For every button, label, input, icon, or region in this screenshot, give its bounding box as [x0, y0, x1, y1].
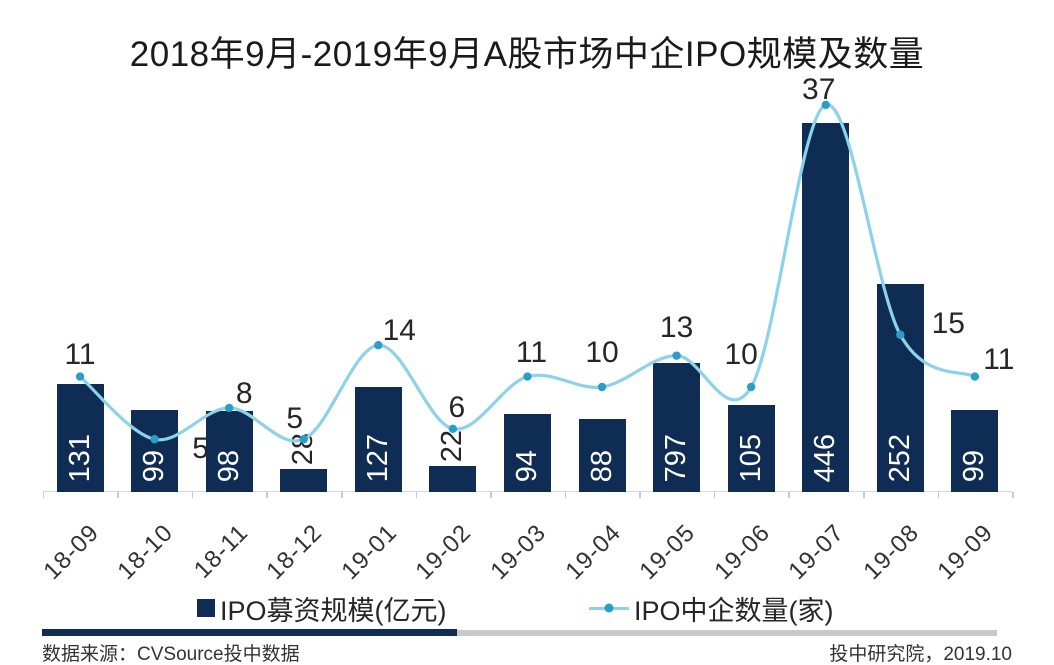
footer-source: 数据来源：CVSource投中数据 [42, 644, 300, 665]
bar-value-label-18-11: 98 [212, 450, 245, 483]
line-value-label-18-09: 11 [64, 337, 96, 371]
bar-value-label-19-03: 94 [510, 450, 543, 483]
line-value-label-19-03: 11 [515, 335, 548, 369]
x-axis-tick [788, 491, 790, 498]
x-axis-tick [490, 491, 492, 498]
x-axis-label-text: 19-09 [932, 519, 999, 586]
x-axis-tick [639, 491, 641, 498]
x-axis-label-text: 19-07 [783, 519, 850, 586]
bar-18-10: 99 [131, 409, 179, 492]
x-axis-label-text: 18-12 [261, 519, 328, 586]
line-value-label-19-08: 15 [931, 306, 965, 340]
bar-value-label-19-05: 797 [660, 434, 693, 483]
bar-19-07: 446 [802, 122, 850, 492]
bar-value-label-18-12: 28 [287, 433, 320, 466]
bar-value-label-19-02: 22 [436, 430, 469, 463]
x-axis-label-text: 18-10 [112, 519, 179, 586]
line-value-label-19-07: 37 [802, 72, 836, 106]
line-value-label-19-06: 10 [724, 338, 758, 371]
line-value-label-19-02: 6 [448, 390, 466, 424]
bar-18-09: 131 [56, 383, 104, 492]
x-axis-label-text: 19-05 [634, 519, 701, 586]
bar-value-label-19-07: 446 [809, 434, 842, 483]
chart-title: 2018年9月-2019年9月A股市场中企IPO规模及数量 [129, 35, 925, 74]
footer-divider-accent [42, 629, 457, 636]
bar-19-02: 22 [429, 430, 477, 492]
x-axis-label-text: 19-02 [410, 519, 477, 586]
line-marker-18-09 [75, 372, 85, 381]
x-axis-label-text: 19-03 [485, 519, 552, 586]
line-series-swatch-icon [589, 603, 629, 613]
line-value-label-18-10: 5 [192, 432, 209, 466]
legend-item-line-series: IPO中企数量(家) [589, 591, 834, 626]
line-marker-19-05 [672, 351, 681, 360]
x-axis-tick [42, 491, 45, 498]
bar-18-12: 28 [280, 433, 328, 492]
bar-19-03: 94 [503, 413, 551, 492]
bar-value-label-19-04: 88 [585, 450, 618, 483]
x-axis-label-text: 19-06 [709, 519, 776, 586]
bar-19-06: 105 [727, 404, 775, 492]
x-axis-tick [1012, 491, 1014, 498]
line-marker-19-01 [374, 341, 383, 350]
bar-19-01: 127 [354, 386, 402, 492]
x-axis-label-text: 19-08 [858, 519, 925, 586]
footer-credit: 投中研究院，2019.10 [829, 644, 1012, 665]
line-marker-19-03 [523, 372, 532, 381]
bar-value-label-18-10: 99 [138, 450, 171, 483]
line-value-label-19-01: 14 [382, 314, 416, 348]
bar-value-label-19-01: 127 [361, 434, 394, 483]
bar-value-label-19-08: 252 [883, 434, 916, 483]
bar-18-11: 98 [205, 410, 253, 492]
x-axis-tick [863, 491, 865, 498]
x-axis-tick [415, 491, 418, 498]
line-value-label-19-04: 10 [585, 336, 619, 369]
x-axis-label-text: 19-01 [336, 519, 403, 586]
line-marker-19-06 [746, 382, 756, 392]
x-axis-label-text: 18-09 [38, 519, 105, 586]
line-marker-19-04 [597, 382, 607, 392]
bar-19-09: 99 [951, 409, 999, 492]
bar-series-swatch-icon [197, 599, 215, 617]
x-axis-tick [191, 491, 194, 498]
line-value-label-18-11: 8 [235, 376, 253, 410]
line-value-label-19-05: 13 [659, 310, 694, 344]
x-axis-tick [341, 491, 343, 498]
bar-value-label-19-09: 99 [958, 450, 991, 483]
legend-label-line-series: IPO中企数量(家) [634, 595, 834, 626]
line-value-label-19-09: 11 [983, 342, 1015, 376]
bar-19-05: 797 [653, 362, 701, 492]
x-axis-tick [117, 491, 119, 498]
footer-divider [457, 630, 997, 636]
bar-19-04: 88 [578, 418, 626, 492]
legend-item-bar-series: IPO募资规模(亿元) [197, 591, 447, 626]
x-axis-tick [266, 491, 268, 498]
x-axis-tick [713, 491, 716, 498]
legend-label-bar-series: IPO募资规模(亿元) [220, 595, 447, 626]
bar-19-08: 252 [876, 283, 924, 492]
x-axis-tick [564, 491, 567, 498]
x-axis-tick [937, 491, 940, 498]
legend: IPO募资规模(亿元) IPO中企数量(家) [0, 591, 1054, 627]
bar-value-label-18-09: 131 [63, 434, 96, 483]
line-value-label-18-12: 5 [286, 402, 304, 436]
line-marker-19-09 [970, 372, 980, 381]
x-axis-label-text: 18-11 [188, 519, 254, 584]
bar-value-label-19-06: 105 [734, 434, 767, 483]
x-axis-label-text: 19-04 [560, 519, 627, 586]
